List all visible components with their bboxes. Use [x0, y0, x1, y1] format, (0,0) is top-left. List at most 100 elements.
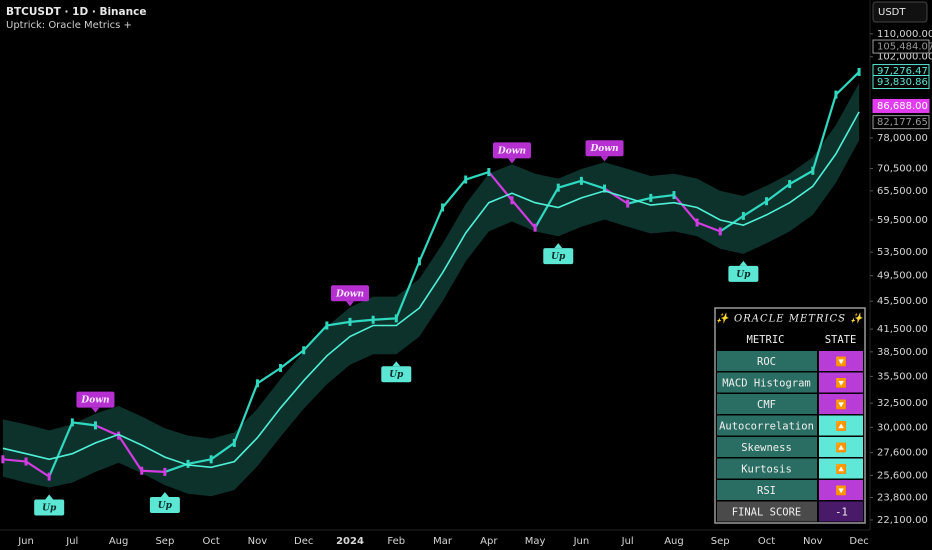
signal-label: Up [158, 501, 173, 511]
metric-state: 🔽 [836, 377, 847, 389]
signal-pointer [600, 156, 609, 162]
price-segment [603, 187, 629, 205]
signal-box [543, 248, 574, 265]
price-tag-label: 97,276.47 [877, 66, 928, 77]
candle [163, 467, 167, 476]
metric-name: Skewness [741, 442, 792, 454]
price-segment [696, 221, 721, 233]
price-tag-label: 93,830.86 [877, 77, 928, 88]
price-tag-label: 105,484.07 [877, 42, 932, 53]
x-tick-label: Aug [664, 536, 684, 547]
metric-cell [717, 458, 817, 479]
price-segment [465, 170, 490, 181]
signal-pointer [739, 260, 748, 266]
x-tick-label: Oct [758, 536, 775, 547]
metric-state: 🔽 [836, 398, 847, 410]
signal-pointer [554, 243, 563, 249]
signal-label: Up [551, 252, 566, 262]
y-tick-label: 59,500.00 [877, 215, 928, 226]
metric-name: Kurtosis [741, 463, 792, 475]
price-segment [326, 320, 351, 327]
candle [695, 218, 699, 227]
state-cell [819, 394, 863, 414]
metric-name: CMF [757, 399, 776, 411]
candle [626, 199, 630, 208]
x-tick-label: Aug [109, 536, 129, 547]
signal-label: Down [589, 144, 618, 154]
x-tick-label: Jul [65, 536, 78, 547]
metric-cell [717, 394, 817, 414]
x-tick-label: 2024 [336, 536, 364, 547]
price-segment [233, 382, 259, 444]
candle [718, 227, 722, 236]
price-segment [395, 260, 421, 319]
price-segment [534, 187, 560, 229]
candle [47, 472, 51, 481]
price-tag-label: 86,688.00 [877, 101, 928, 112]
final-label-cell [717, 501, 817, 522]
x-tick-label: Nov [803, 536, 823, 547]
price-segment [441, 178, 467, 209]
price-segment [418, 207, 444, 262]
candle [302, 346, 306, 355]
y-tick-label: 41,500.00 [877, 324, 928, 335]
state-cell [819, 458, 863, 479]
table-header: METRIC [747, 334, 785, 346]
plot-area [0, 0, 871, 531]
signal-box [76, 391, 115, 408]
signal-label: Down [335, 289, 364, 299]
price-segment [789, 169, 814, 185]
candle [464, 175, 468, 184]
candle [348, 317, 352, 326]
price-segment [349, 318, 374, 323]
signal-label: Down [80, 396, 109, 406]
candle [672, 191, 676, 200]
x-tick-label: Sep [155, 536, 174, 547]
candle [857, 67, 861, 76]
y-tick-label: 102,000.00 [877, 52, 932, 63]
metric-state: 🔼 [836, 463, 847, 475]
table-title: ✨ ORACLE METRICS ✨ [716, 313, 865, 325]
y-tick-label: 45,500.00 [877, 296, 928, 307]
price-segment [765, 183, 791, 203]
y-tick-label: 70,500.00 [877, 164, 928, 175]
state-cell [819, 372, 863, 393]
y-tick-label: 30,000.00 [877, 422, 928, 433]
x-tick-label: Jul [621, 536, 634, 547]
metric-cell [717, 351, 817, 371]
y-tick-label: 32,500.00 [877, 398, 928, 409]
y-tick-label: 110,000.00 [877, 29, 932, 40]
y-tick-label: 27,600.00 [877, 448, 928, 459]
state-cell [819, 351, 863, 371]
candle [556, 183, 560, 192]
candle [209, 455, 213, 464]
price-segment [742, 200, 768, 217]
y-tick-label: 49,500.00 [877, 271, 928, 282]
x-tick-label: May [525, 536, 546, 547]
candle [441, 203, 445, 212]
currency-button[interactable] [872, 1, 928, 23]
price-segment [557, 179, 582, 189]
price-segment [511, 199, 536, 229]
signal-pointer [346, 301, 354, 307]
price-segment [811, 94, 837, 172]
signal-box [34, 499, 65, 516]
x-tick-label: Nov [248, 536, 268, 547]
price-segment [141, 469, 165, 474]
final-value-cell [819, 501, 863, 522]
candle [649, 193, 653, 202]
price-tag [872, 39, 930, 54]
candle [533, 223, 537, 232]
signal-pointer [392, 361, 401, 367]
x-tick-label: Sep [711, 536, 730, 547]
candle [487, 168, 491, 177]
x-tick-label: Oct [203, 536, 220, 547]
signal-label: Up [42, 504, 57, 514]
price-segment [256, 367, 282, 385]
y-tick-label: 35,500.00 [877, 371, 928, 382]
signal-box [585, 140, 624, 157]
price-tag [872, 74, 930, 89]
candle [140, 466, 144, 475]
candle [186, 459, 190, 468]
